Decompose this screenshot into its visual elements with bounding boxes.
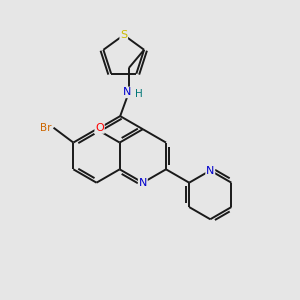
Text: N: N xyxy=(206,166,214,176)
Text: Br: Br xyxy=(40,123,52,133)
Text: N: N xyxy=(139,178,147,188)
Text: S: S xyxy=(120,30,127,40)
Text: N: N xyxy=(123,87,131,98)
Text: H: H xyxy=(135,89,142,99)
Text: O: O xyxy=(95,123,104,133)
